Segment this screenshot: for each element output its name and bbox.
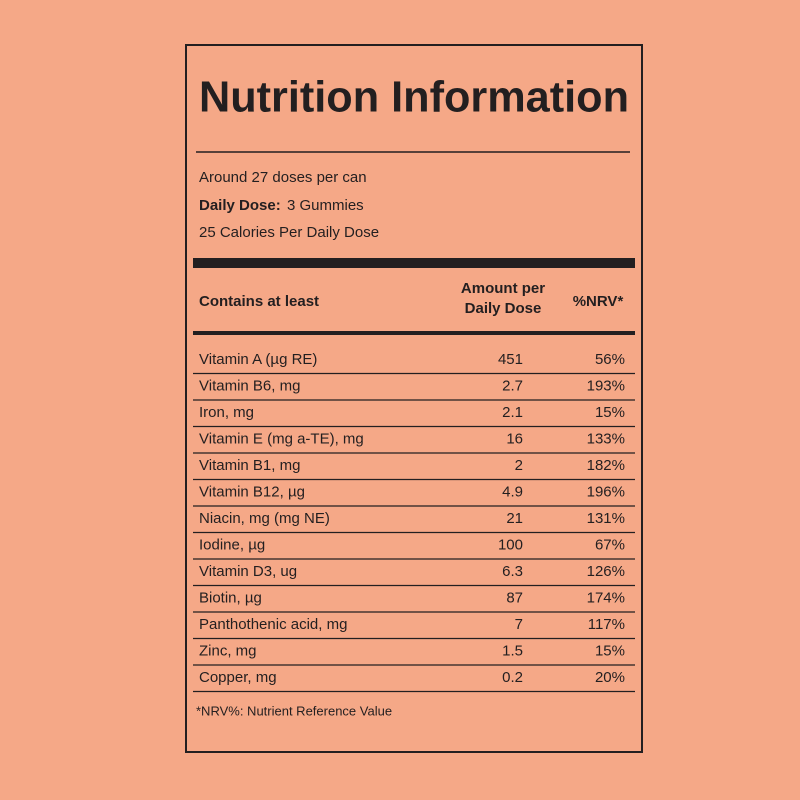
nrv: 56%: [595, 351, 625, 368]
amount: 451: [498, 351, 523, 368]
nrv: 193%: [587, 377, 625, 394]
nutrient-name: Copper, mg: [199, 669, 277, 686]
nutrient-name: Zinc, mg: [199, 642, 257, 659]
amount: 87: [506, 589, 523, 606]
nutrient-name: Iron, mg: [199, 404, 254, 421]
doses-text: Around 27 doses per can: [199, 169, 367, 186]
amount: 2.1: [502, 404, 523, 421]
nrv: 67%: [595, 536, 625, 553]
column-header: %NRV*: [573, 293, 624, 310]
nrv: 15%: [595, 404, 625, 421]
nrv: 117%: [588, 616, 625, 633]
amount: 2.7: [502, 377, 523, 394]
amount: 21: [506, 510, 523, 527]
nutrient-name: Vitamin A (µg RE): [199, 351, 317, 368]
nutrient-name: Vitamin B12, µg: [199, 483, 305, 500]
amount: 0.2: [502, 669, 523, 686]
amount: 2: [515, 457, 523, 474]
nrv: 174%: [587, 589, 625, 606]
nrv: 182%: [587, 457, 625, 474]
nrv: 126%: [587, 563, 625, 580]
nutrient-name: Panthothenic acid, mg: [199, 616, 347, 633]
amount: 1.5: [502, 642, 523, 659]
amount: 16: [506, 430, 523, 447]
label-border: [185, 44, 643, 753]
nutrient-name: Vitamin B6, mg: [199, 377, 300, 394]
column-header: Amount per: [461, 280, 545, 297]
column-header: Contains at least: [199, 293, 319, 310]
daily-dose-value: 3 Gummies: [287, 197, 364, 214]
nrv: 133%: [587, 430, 625, 447]
thick-bar: [193, 258, 635, 268]
nrv: 196%: [587, 483, 625, 500]
nrv: 20%: [595, 669, 625, 686]
amount: 100: [498, 536, 523, 553]
daily-dose-label: Daily Dose:: [199, 197, 281, 214]
nutrient-name: Vitamin D3, ug: [199, 563, 297, 580]
header-rule: [193, 331, 635, 335]
calories-text: 25 Calories Per Daily Dose: [199, 224, 379, 241]
nrv: 15%: [595, 642, 625, 659]
nutrient-name: Vitamin E (mg a-TE), mg: [199, 430, 364, 447]
amount: 6.3: [502, 563, 523, 580]
nutrient-name: Vitamin B1, mg: [199, 457, 300, 474]
table-body: Vitamin A (µg RE) 451 56% Vitamin B6, mg 2.7…: [193, 351, 635, 693]
nutrient-name: Iodine, µg: [199, 536, 265, 553]
column-header: Daily Dose: [465, 300, 542, 317]
amount: 4.9: [502, 483, 523, 500]
amount: 7: [515, 616, 523, 633]
title: Nutrition Information: [199, 73, 629, 122]
nutrient-name: Biotin, µg: [199, 589, 262, 606]
nutrient-name: Niacin, mg (mg NE): [199, 510, 330, 527]
nrv: 131%: [587, 510, 625, 527]
footnote: *NRV%: Nutrient Reference Value: [196, 703, 392, 718]
